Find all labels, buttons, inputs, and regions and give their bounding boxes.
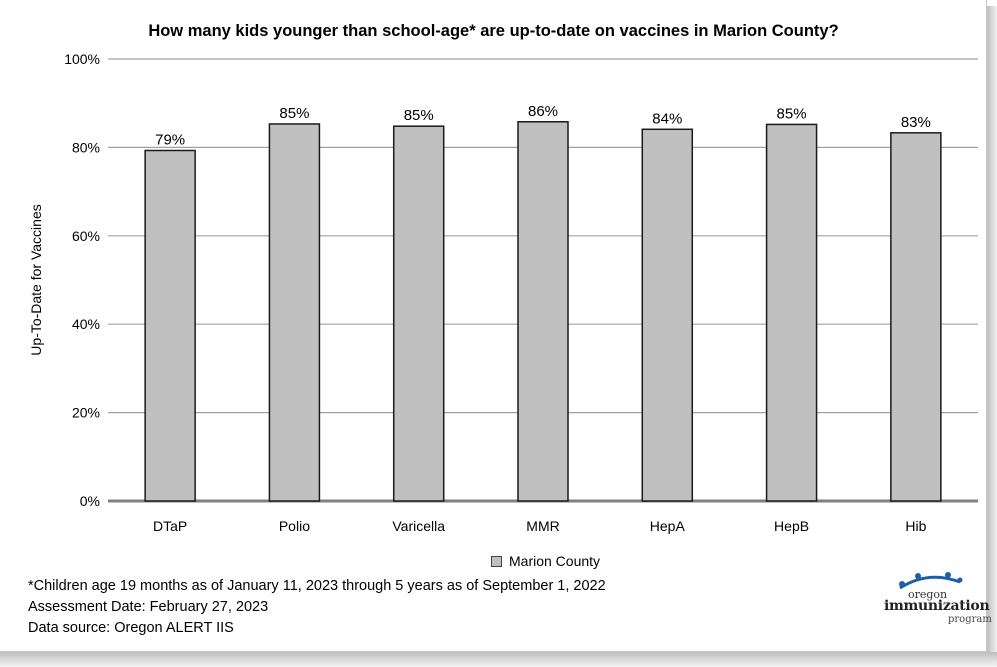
logo-figures-icon	[899, 572, 963, 590]
data-label: 85%	[777, 105, 807, 122]
bar	[765, 123, 818, 502]
frame-shadow-bottom	[0, 652, 997, 667]
logo-immunization: immunization	[884, 598, 990, 614]
bar	[890, 132, 942, 502]
legend-swatch	[491, 555, 502, 567]
data-label: 85%	[279, 105, 309, 122]
x-tick-label: DTaP	[153, 518, 187, 534]
y-tick-label: 20%	[72, 405, 100, 421]
y-tick-label: 60%	[72, 228, 100, 244]
data-label: 84%	[652, 110, 682, 127]
data-label: 79%	[155, 131, 185, 148]
legend: Marion County	[491, 553, 600, 569]
x-tick-label: MMR	[526, 518, 559, 534]
x-tick-label: HepB	[774, 518, 809, 534]
data-label: 85%	[404, 107, 434, 124]
x-tick-label: Polio	[279, 518, 310, 534]
y-tick-label: 40%	[72, 316, 100, 332]
footnotes: *Children age 19 months as of January 11…	[28, 576, 606, 639]
footnote-population: *Children age 19 months as of January 11…	[28, 578, 606, 594]
y-tick-label: 100%	[64, 51, 100, 67]
y-tick-label: 0%	[80, 493, 100, 509]
chart-title: How many kids younger than school-age* a…	[148, 22, 839, 40]
bar	[392, 125, 445, 502]
x-tick-label: HepA	[650, 518, 686, 534]
x-tick-label: Varicella	[392, 518, 445, 534]
frame-shadow-right	[987, 6, 997, 667]
bar	[641, 128, 694, 502]
footnote-data-source: Data source: Oregon ALERT IIS	[28, 620, 234, 636]
logo-program: program	[948, 614, 992, 625]
y-axis-label: Up-To-Date for Vaccines	[28, 204, 44, 355]
x-tick-label: Hib	[905, 518, 926, 534]
data-label: 86%	[528, 103, 558, 120]
data-label: 83%	[901, 114, 931, 131]
footnote-assessment-date: Assessment Date: February 27, 2023	[28, 599, 269, 615]
legend-label: Marion County	[509, 553, 601, 569]
bar	[268, 123, 321, 502]
bar	[517, 121, 569, 502]
chart-frame	[0, 0, 987, 652]
logo-oregon: oregon	[908, 588, 948, 601]
oregon-immunization-logo: oregon immunization program	[878, 568, 996, 630]
y-tick-label: 80%	[72, 139, 100, 155]
bar	[144, 149, 196, 502]
